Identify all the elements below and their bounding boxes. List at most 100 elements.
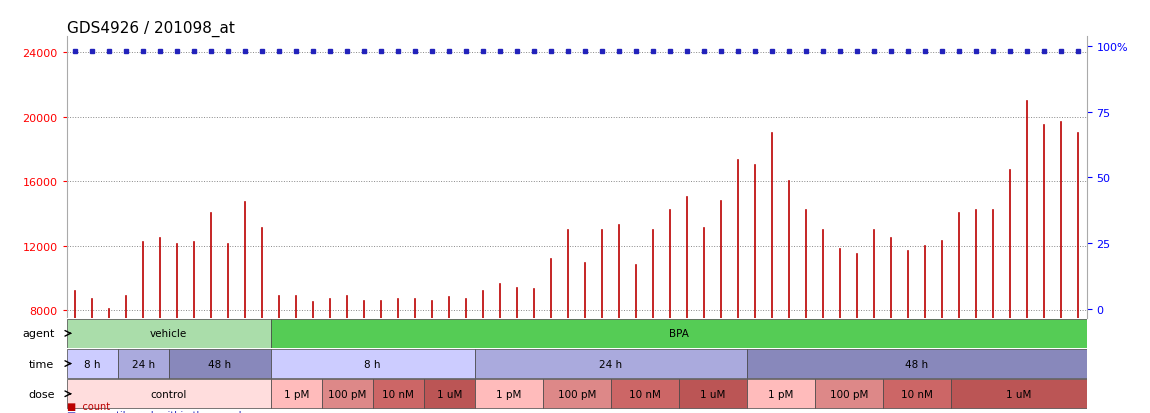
Text: GSM439993: GSM439993 [174, 318, 181, 356]
FancyBboxPatch shape [815, 318, 831, 355]
FancyBboxPatch shape [1036, 318, 1052, 355]
FancyBboxPatch shape [951, 318, 967, 355]
FancyBboxPatch shape [221, 318, 236, 355]
Text: GSM440020: GSM440020 [905, 318, 911, 356]
Text: GSM439994: GSM439994 [191, 318, 197, 356]
FancyBboxPatch shape [374, 318, 389, 355]
FancyBboxPatch shape [492, 318, 508, 355]
FancyBboxPatch shape [289, 318, 304, 355]
FancyBboxPatch shape [67, 319, 270, 348]
FancyBboxPatch shape [68, 318, 83, 355]
Text: 1 uM: 1 uM [700, 389, 726, 399]
Text: 100 pM: 100 pM [558, 389, 596, 399]
Text: 8 h: 8 h [365, 358, 381, 369]
FancyBboxPatch shape [1003, 318, 1018, 355]
Text: 1 uM: 1 uM [1006, 389, 1032, 399]
Text: GSM439992: GSM439992 [158, 318, 163, 356]
FancyBboxPatch shape [918, 318, 933, 355]
FancyBboxPatch shape [1053, 318, 1068, 355]
Text: 100 pM: 100 pM [328, 389, 367, 399]
Text: 1 pM: 1 pM [284, 389, 309, 399]
Text: GSM439990: GSM439990 [123, 318, 129, 356]
FancyBboxPatch shape [424, 318, 439, 355]
FancyBboxPatch shape [883, 318, 899, 355]
FancyBboxPatch shape [527, 318, 542, 355]
Text: 1 uM: 1 uM [437, 389, 462, 399]
Text: GSM440044: GSM440044 [837, 318, 843, 356]
FancyBboxPatch shape [577, 318, 593, 355]
Text: GSM440046: GSM440046 [872, 318, 877, 356]
Text: GSM439987: GSM439987 [72, 318, 78, 356]
FancyBboxPatch shape [238, 318, 253, 355]
Text: time: time [29, 358, 54, 369]
FancyBboxPatch shape [391, 318, 406, 355]
Text: GSM440007: GSM440007 [957, 318, 963, 356]
FancyBboxPatch shape [629, 318, 644, 355]
Text: GSM440001: GSM440001 [446, 318, 452, 356]
FancyBboxPatch shape [322, 379, 373, 408]
Text: GSM439995: GSM439995 [208, 318, 214, 356]
Text: GSM440024: GSM440024 [497, 318, 504, 356]
FancyBboxPatch shape [951, 379, 1087, 408]
FancyBboxPatch shape [322, 318, 338, 355]
Text: GSM440034: GSM440034 [1075, 318, 1081, 356]
FancyBboxPatch shape [153, 318, 168, 355]
FancyBboxPatch shape [680, 318, 695, 355]
Text: GSM440037: GSM440037 [310, 318, 316, 356]
FancyBboxPatch shape [118, 318, 133, 355]
FancyBboxPatch shape [543, 379, 611, 408]
FancyBboxPatch shape [339, 318, 355, 355]
Text: GSM440015: GSM440015 [616, 318, 622, 356]
Text: GSM440029: GSM440029 [787, 318, 792, 356]
FancyBboxPatch shape [814, 379, 883, 408]
Text: GSM439988: GSM439988 [90, 318, 95, 356]
FancyBboxPatch shape [645, 318, 661, 355]
FancyBboxPatch shape [117, 349, 169, 378]
FancyBboxPatch shape [662, 318, 677, 355]
FancyBboxPatch shape [85, 318, 100, 355]
Text: GSM439991: GSM439991 [140, 318, 146, 356]
Text: GSM440014: GSM440014 [396, 318, 401, 356]
FancyBboxPatch shape [459, 318, 474, 355]
FancyBboxPatch shape [544, 318, 559, 355]
Text: GSM440021: GSM440021 [922, 318, 928, 356]
Text: 1 pM: 1 pM [768, 389, 793, 399]
Text: GSM440004: GSM440004 [702, 318, 707, 356]
Text: GSM440019: GSM440019 [888, 318, 895, 356]
Text: GSM439997: GSM439997 [243, 318, 248, 356]
Text: GSM440005: GSM440005 [719, 318, 724, 356]
FancyBboxPatch shape [833, 318, 848, 355]
FancyBboxPatch shape [270, 379, 322, 408]
Text: GSM440035: GSM440035 [276, 318, 282, 356]
FancyBboxPatch shape [271, 318, 286, 355]
FancyBboxPatch shape [407, 318, 423, 355]
FancyBboxPatch shape [186, 318, 202, 355]
Text: 1 pM: 1 pM [496, 389, 521, 399]
Text: control: control [151, 389, 187, 399]
FancyBboxPatch shape [850, 318, 865, 355]
Text: GSM440011: GSM440011 [344, 318, 351, 356]
FancyBboxPatch shape [798, 318, 814, 355]
Text: GSM439998: GSM439998 [259, 318, 266, 356]
Text: GSM439996: GSM439996 [225, 318, 231, 356]
Text: GSM440003: GSM440003 [684, 318, 690, 356]
Text: GSM440033: GSM440033 [1058, 318, 1064, 356]
Text: GSM440032: GSM440032 [1041, 318, 1048, 356]
Text: GSM440031: GSM440031 [1025, 318, 1030, 356]
Text: GSM440036: GSM440036 [293, 318, 299, 356]
Text: 10 nM: 10 nM [382, 389, 414, 399]
FancyBboxPatch shape [356, 318, 371, 355]
FancyBboxPatch shape [560, 318, 576, 355]
Text: GSM440009: GSM440009 [990, 318, 996, 356]
Text: 24 h: 24 h [131, 358, 155, 369]
FancyBboxPatch shape [169, 349, 270, 378]
FancyBboxPatch shape [746, 379, 814, 408]
FancyBboxPatch shape [748, 318, 762, 355]
FancyBboxPatch shape [509, 318, 524, 355]
FancyBboxPatch shape [423, 379, 475, 408]
Text: GDS4926 / 201098_at: GDS4926 / 201098_at [67, 21, 235, 37]
FancyBboxPatch shape [306, 318, 321, 355]
FancyBboxPatch shape [270, 349, 475, 378]
FancyBboxPatch shape [765, 318, 780, 355]
Text: GSM440008: GSM440008 [973, 318, 980, 356]
